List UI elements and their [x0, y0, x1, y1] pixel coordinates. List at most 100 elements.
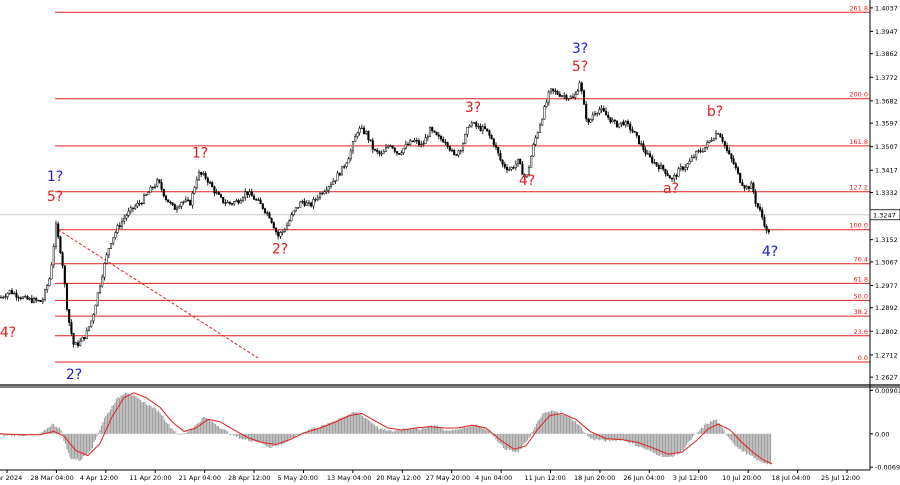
candle — [354, 134, 357, 143]
osc-bar — [136, 397, 139, 434]
osc-bar — [123, 394, 125, 434]
candle — [367, 130, 370, 144]
osc-bar — [340, 418, 343, 434]
osc-bar — [568, 417, 571, 434]
osc-bar — [655, 433, 658, 455]
candle — [659, 162, 663, 170]
osc-bar — [625, 433, 628, 442]
osc-bar — [336, 420, 338, 434]
osc-bar — [312, 428, 314, 434]
osc-bar — [448, 430, 451, 434]
candle — [706, 140, 709, 150]
osc-bar — [463, 427, 466, 434]
osc-bar — [502, 433, 505, 449]
oscillator-pane[interactable] — [0, 392, 773, 465]
osc-bar — [124, 392, 127, 434]
candle — [527, 165, 531, 177]
price-pane[interactable]: 261.8 200.0 161.8 127.2 100.0 76.4 61.8 50.0 38.… — [0, 4, 870, 383]
fib-label: 61.8 — [854, 275, 868, 283]
candle — [369, 139, 372, 142]
osc-bar — [129, 394, 131, 434]
osc-bar — [324, 424, 326, 434]
osc-bar — [51, 423, 53, 434]
osc-bar — [652, 433, 655, 453]
osc-bar — [351, 412, 353, 434]
osc-bar — [411, 429, 413, 434]
candle — [107, 248, 110, 259]
candle — [569, 94, 572, 100]
osc-bar — [501, 433, 503, 445]
osc-bar — [232, 433, 235, 436]
osc-bar — [726, 433, 728, 436]
candle — [541, 118, 544, 127]
osc-bar — [73, 433, 76, 459]
osc-bar — [387, 430, 389, 434]
candle — [435, 131, 438, 136]
y-tick-label: 1.3862 — [875, 50, 898, 58]
candle — [316, 194, 319, 202]
candle — [558, 91, 561, 98]
candle — [488, 129, 491, 139]
candle — [433, 130, 436, 133]
osc-bar — [201, 418, 203, 434]
osc-bar — [223, 429, 226, 434]
osc-bar — [705, 423, 707, 434]
osc-bar — [235, 433, 238, 437]
osc-bar — [219, 428, 221, 434]
candle — [224, 199, 227, 206]
candle — [499, 150, 502, 162]
osc-bar — [276, 433, 278, 446]
candle — [651, 154, 654, 165]
candle — [182, 200, 185, 205]
candle — [98, 284, 102, 295]
candle — [545, 99, 548, 108]
osc-bar — [621, 433, 623, 440]
osc-bar — [370, 422, 373, 434]
osc-bar — [406, 428, 409, 434]
candlestick-series — [0, 80, 770, 349]
candle — [21, 296, 25, 300]
osc-bar — [105, 415, 107, 434]
osc-bar — [139, 399, 142, 434]
candle — [728, 147, 731, 155]
osc-bar — [487, 430, 490, 434]
osc-bar — [190, 429, 193, 434]
osc-bar — [279, 433, 281, 445]
osc-bar — [738, 433, 740, 450]
candle — [681, 165, 685, 172]
osc-bar — [703, 424, 706, 434]
x-tick-label: 21 Mar 2024 — [0, 474, 22, 482]
osc-bar — [717, 423, 719, 434]
osc-bar — [742, 433, 745, 452]
x-tick-label: 18 Jul 04:00 — [772, 474, 811, 482]
candle — [582, 89, 586, 105]
trendline-group — [57, 229, 259, 359]
candle — [382, 149, 385, 154]
osc-bar — [412, 427, 415, 434]
candle — [688, 158, 691, 165]
osc-bar — [333, 421, 335, 434]
candle — [235, 198, 238, 203]
candle — [8, 290, 11, 296]
osc-bar — [633, 433, 635, 444]
candle — [576, 88, 579, 95]
osc-bar — [109, 409, 112, 434]
candle — [255, 197, 258, 201]
osc-bar — [744, 433, 746, 452]
osc-bar — [511, 433, 514, 452]
osc-bar — [306, 431, 308, 434]
candle — [131, 207, 135, 213]
osc-bar — [546, 412, 548, 434]
candle — [376, 148, 379, 155]
candle — [305, 200, 308, 206]
osc-bar — [160, 415, 163, 434]
candle — [505, 164, 509, 174]
osc-bar — [210, 421, 212, 434]
osc-bar — [204, 417, 206, 434]
osc-bar — [595, 433, 598, 439]
candle — [585, 101, 588, 123]
osc-bar — [612, 433, 614, 442]
osc-bar — [153, 407, 155, 434]
